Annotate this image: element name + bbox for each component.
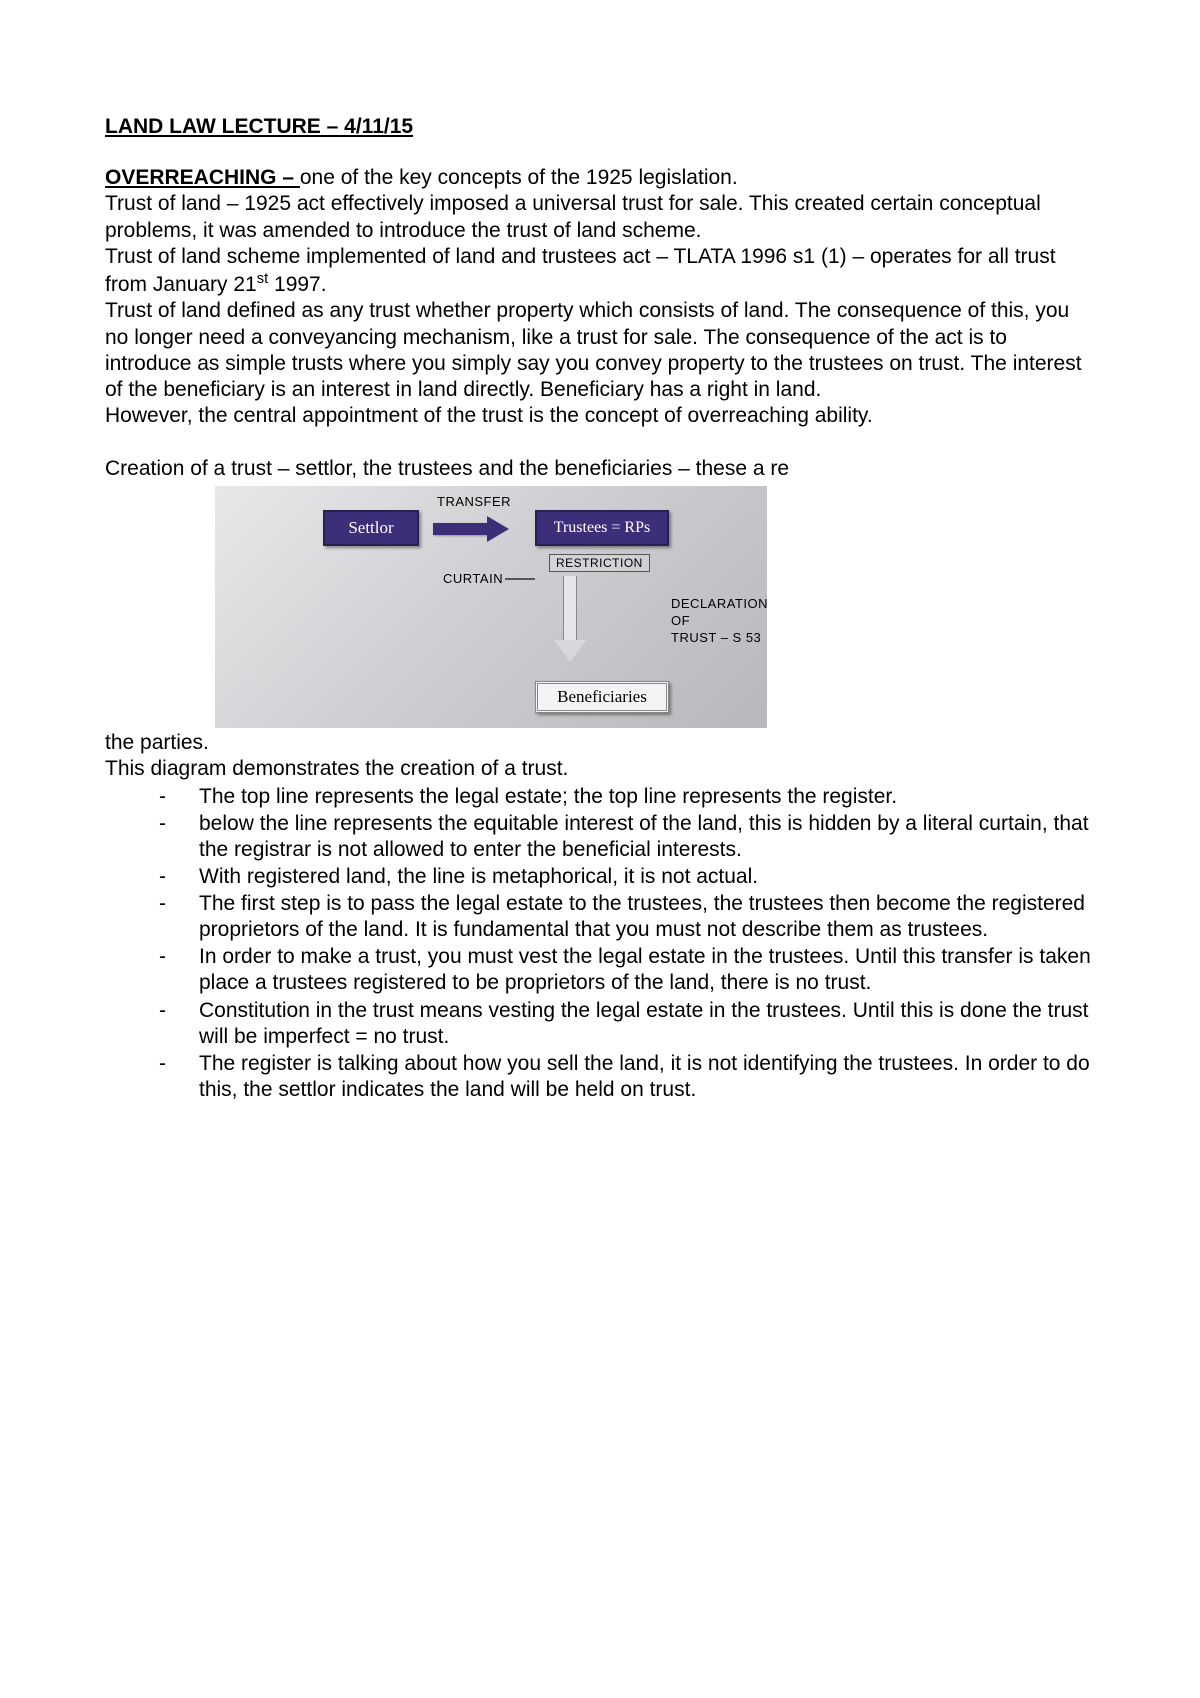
transfer-arrow-icon (433, 520, 513, 538)
overreaching-para: OVERREACHING – one of the key concepts o… (105, 165, 1095, 191)
declaration-arrow-icon (557, 576, 583, 666)
paragraph-tlata: Trust of land scheme implemented of land… (105, 244, 1095, 299)
settlor-box: Settlor (323, 510, 419, 546)
beneficiaries-box: Beneficiaries (535, 681, 669, 713)
overreaching-text: one of the key concepts of the 1925 legi… (300, 166, 738, 189)
overreaching-heading: OVERREACHING – (105, 166, 300, 189)
trustees-box: Trustees = RPs (535, 510, 669, 546)
ordinal-suffix: st (257, 271, 268, 287)
list-item: Constitution in the trust means vesting … (159, 998, 1095, 1050)
paragraph-trust-of-land: Trust of land – 1925 act effectively imp… (105, 191, 1095, 244)
paragraph-parties: the parties. (105, 730, 1095, 756)
paragraph-diagram-caption: This diagram demonstrates the creation o… (105, 756, 1095, 782)
list-item: below the line represents the equitable … (159, 811, 1095, 863)
restriction-label: RESTRICTION (549, 554, 650, 572)
list-item: In order to make a trust, you must vest … (159, 944, 1095, 996)
tlata-text-b: 1997. (268, 273, 326, 296)
declaration-label: DECLARATION OFTRUST – S 53 (671, 596, 768, 647)
curtain-line-icon (505, 578, 535, 580)
list-item: The register is talking about how you se… (159, 1051, 1095, 1103)
tlata-text-a: Trust of land scheme implemented of land… (105, 245, 1056, 296)
list-item: The top line represents the legal estate… (159, 784, 1095, 810)
page-title: LAND LAW LECTURE – 4/11/15 (105, 115, 1095, 139)
diagram-canvas: Settlor Trustees = RPs TRANSFER CURTAIN … (215, 486, 767, 728)
paragraph-definition: Trust of land defined as any trust wheth… (105, 298, 1095, 403)
list-item: With registered land, the line is metaph… (159, 864, 1095, 890)
curtain-label: CURTAIN (443, 571, 503, 586)
paragraph-central: However, the central appointment of the … (105, 403, 1095, 429)
paragraph-creation-intro: Creation of a trust – settlor, the trust… (105, 456, 1095, 482)
bullet-list: The top line represents the legal estate… (105, 784, 1095, 1102)
list-item: The first step is to pass the legal esta… (159, 891, 1095, 943)
trust-diagram: Settlor Trustees = RPs TRANSFER CURTAIN … (215, 486, 1095, 728)
transfer-label: TRANSFER (437, 494, 511, 509)
